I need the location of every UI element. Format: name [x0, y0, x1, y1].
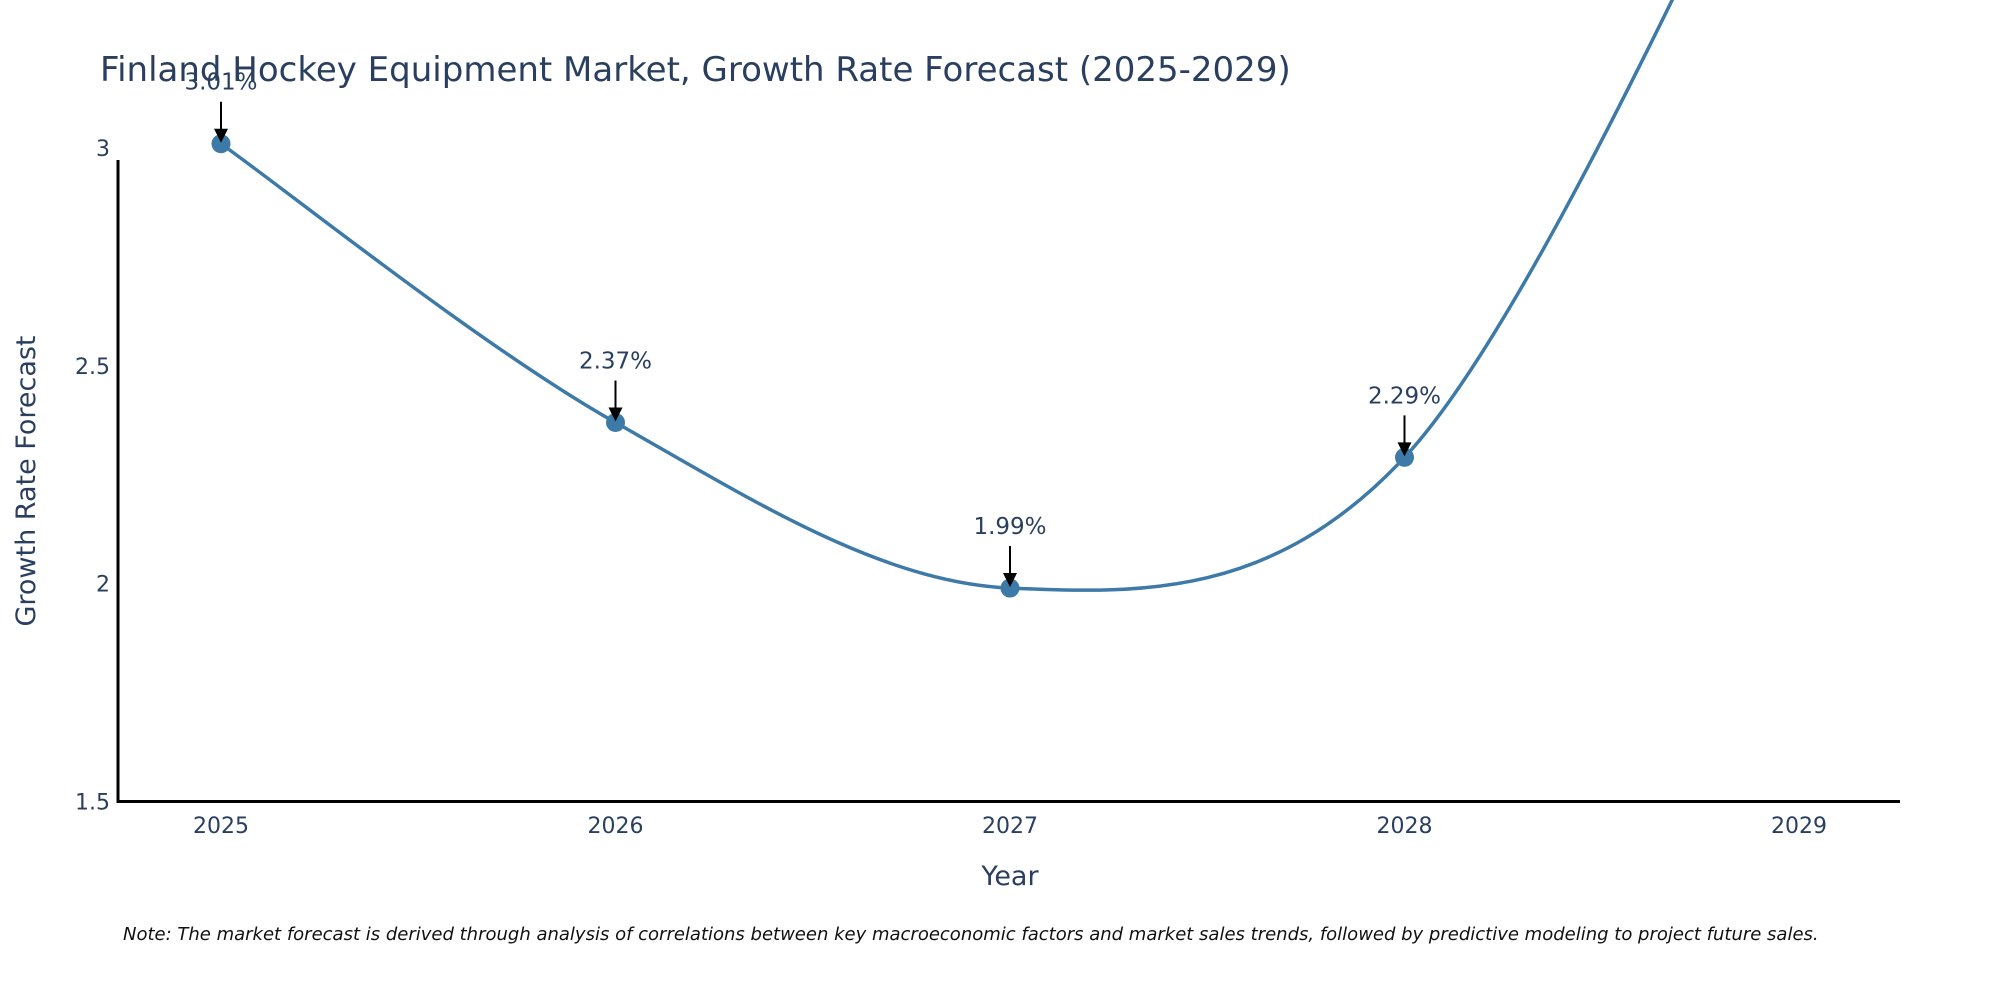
x-tick-label: 2027 [982, 814, 1038, 839]
data-label: 3.01% [184, 70, 257, 96]
footnote: Note: The market forecast is derived thr… [123, 924, 1819, 945]
annotation-arrow-head [608, 407, 623, 422]
annotation-arrow-head [1397, 442, 1412, 457]
plot-area: 1.522.533.54202520262027202820293.01%2.3… [75, 0, 1827, 839]
y-tick-label: 1.5 [75, 791, 110, 816]
data-label: 2.37% [579, 349, 652, 375]
data-label: 2.29% [1368, 383, 1441, 409]
y-axis-title: Growth Rate Forecast [11, 335, 42, 626]
x-tick-label: 2028 [1377, 814, 1433, 839]
data-point [211, 134, 231, 154]
x-axis-title: Year [980, 861, 1039, 892]
series-line [219, 0, 1675, 592]
y-tick-label: 2.5 [75, 355, 110, 380]
annotation-arrow-head [214, 128, 228, 143]
y-tick-label: 3 [96, 137, 110, 162]
x-tick-label: 2025 [193, 814, 249, 839]
chart-title: Finland Hockey Equipment Market, Growth … [100, 50, 1291, 90]
x-tick-label: 2026 [588, 814, 644, 839]
y-tick-label: 2 [96, 573, 110, 598]
data-point [1395, 447, 1414, 467]
data-label: 1.99% [973, 514, 1046, 540]
annotation-arrow-head [1003, 573, 1017, 588]
data-point [606, 413, 625, 433]
data-point [1000, 578, 1020, 598]
x-tick-label: 2029 [1771, 814, 1827, 839]
